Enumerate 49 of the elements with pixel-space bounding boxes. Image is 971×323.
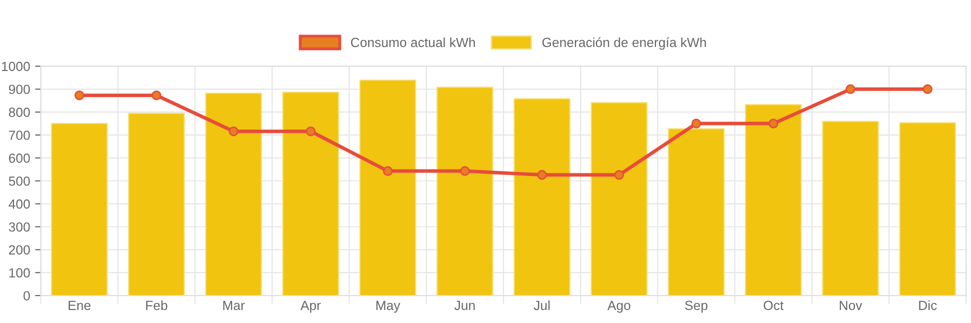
y-tick-label: 400: [8, 199, 30, 209]
point: [382, 166, 393, 176]
bar: [436, 86, 494, 296]
y-tick-label: 1000: [2, 62, 30, 72]
y-tick-label: 0: [24, 291, 30, 300]
point: [74, 90, 84, 100]
x-tick-label: Feb: [146, 300, 168, 310]
x-tick-label: Sep: [685, 300, 708, 313]
point: [228, 126, 238, 136]
point: [460, 166, 470, 176]
point: [846, 84, 856, 94]
point: [537, 170, 547, 180]
x-tick-label: May: [376, 300, 400, 313]
point: [306, 126, 316, 136]
x-tick-label: Jul: [534, 300, 550, 310]
point: [922, 84, 932, 94]
bar: [359, 80, 416, 296]
y-tick-label: 800: [8, 108, 30, 117]
y-tick-label: 900: [8, 84, 30, 94]
legend-label: Consumo actual kWh: [351, 37, 475, 48]
legend-label: Generación de energía kWh: [542, 37, 706, 50]
x-tick-label: Mar: [223, 300, 245, 310]
y-tick-label: 300: [8, 222, 30, 232]
bar: [51, 122, 108, 296]
bar: [745, 104, 802, 296]
point: [768, 118, 778, 128]
bar: [128, 112, 185, 296]
y-tick-label: 700: [9, 130, 30, 140]
y-tick-label: 500: [8, 176, 30, 186]
bar: [514, 98, 570, 296]
x-tick-label: Ago: [607, 300, 630, 313]
x-tick-label: Dic: [919, 300, 937, 310]
x-tick-label: Oct: [764, 300, 784, 310]
y-tick-label: 100: [9, 268, 30, 278]
point: [614, 170, 624, 180]
x-tick-label: Apr: [300, 300, 321, 313]
bar: [590, 102, 648, 296]
x-tick-label: Ene: [68, 300, 90, 310]
y-tick-label: 600: [9, 154, 30, 163]
point: [691, 118, 702, 128]
bar: [205, 92, 262, 296]
point: [152, 90, 162, 100]
bar: [668, 128, 725, 296]
y-tick-label: 200: [9, 245, 30, 255]
x-tick-label: Jun: [454, 300, 475, 310]
bar: [899, 122, 956, 296]
bar: [822, 120, 879, 296]
x-tick-label: Nov: [840, 300, 862, 310]
bar: [282, 92, 339, 296]
